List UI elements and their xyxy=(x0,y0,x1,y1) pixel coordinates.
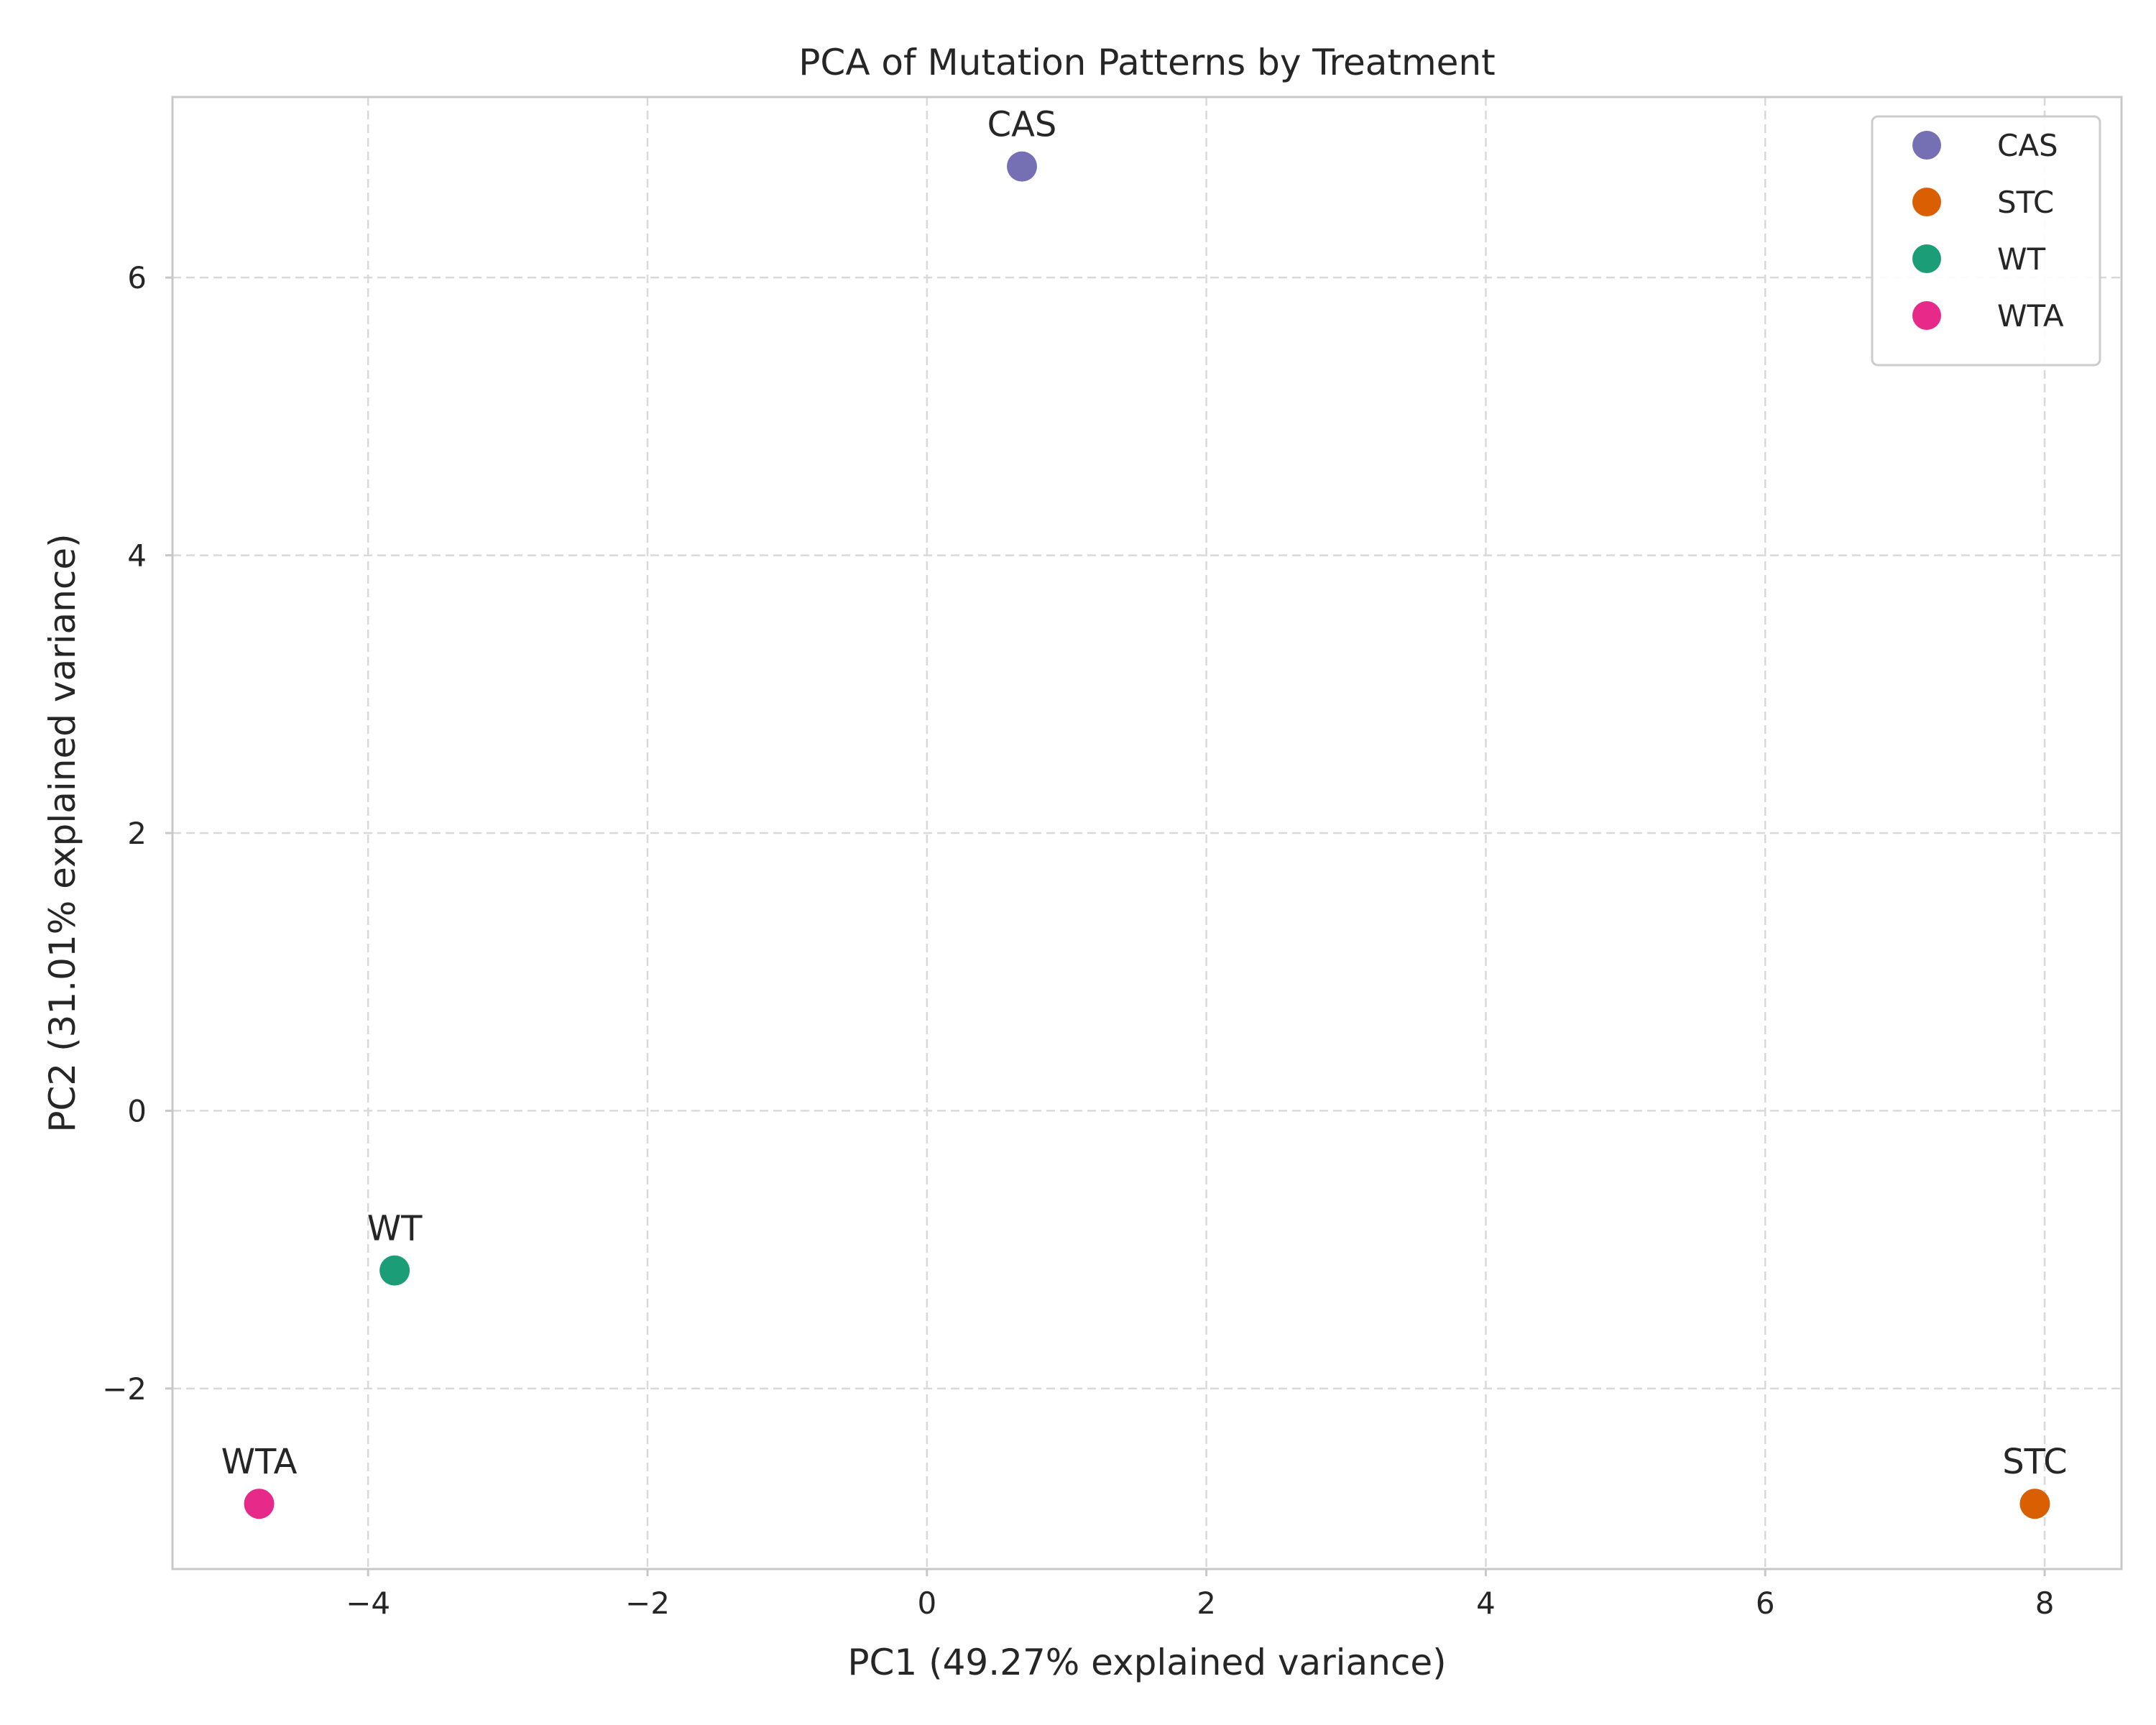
y-tick-label: 2 xyxy=(127,816,147,851)
legend-label-wt: WT xyxy=(1997,242,2046,277)
legend-box xyxy=(1871,115,2101,367)
x-tick-label: 4 xyxy=(1476,1586,1496,1621)
legend-marker-wta xyxy=(1912,301,1941,330)
y-tick-label: −2 xyxy=(102,1371,147,1407)
point-label-wta: WTA xyxy=(221,1442,298,1482)
data-point-wt xyxy=(379,1255,410,1286)
legend-label-stc: STC xyxy=(1997,185,2054,220)
axis-ticks: −4 −2 0 2 4 6 8 −2 0 2 4 6 xyxy=(102,260,2054,1621)
legend-marker-wt xyxy=(1912,244,1941,273)
legend: CAS STC WT WTA xyxy=(1871,115,2101,367)
x-tick-label: −4 xyxy=(346,1586,390,1621)
x-tick-label: 8 xyxy=(2035,1586,2055,1621)
point-label-wt: WT xyxy=(367,1209,423,1249)
x-tick-label: −2 xyxy=(625,1586,670,1621)
legend-label-cas: CAS xyxy=(1997,128,2058,163)
x-tick-label: 0 xyxy=(917,1586,936,1621)
data-point-cas xyxy=(1007,151,1038,182)
x-tick-label: 2 xyxy=(1197,1586,1216,1621)
data-point-stc xyxy=(2019,1489,2050,1519)
legend-marker-cas xyxy=(1912,131,1941,160)
y-tick-label: 6 xyxy=(127,260,147,295)
chart-title: PCA of Mutation Patterns by Treatment xyxy=(798,42,1495,83)
y-tick-label: 0 xyxy=(127,1093,147,1128)
legend-marker-stc xyxy=(1912,188,1941,216)
grid-lines xyxy=(172,97,2122,1569)
point-label-cas: CAS xyxy=(987,105,1057,145)
y-tick-label: 4 xyxy=(127,538,147,574)
point-label-stc: STC xyxy=(2002,1442,2068,1482)
y-axis-label: PC2 (31.01% explained variance) xyxy=(42,533,83,1132)
x-tick-label: 6 xyxy=(1756,1586,1775,1621)
x-axis-label: PC1 (49.27% explained variance) xyxy=(847,1642,1446,1683)
legend-label-wta: WTA xyxy=(1997,298,2064,334)
data-points: CAS STC WT WTA xyxy=(221,105,2068,1519)
data-point-wta xyxy=(244,1489,275,1519)
